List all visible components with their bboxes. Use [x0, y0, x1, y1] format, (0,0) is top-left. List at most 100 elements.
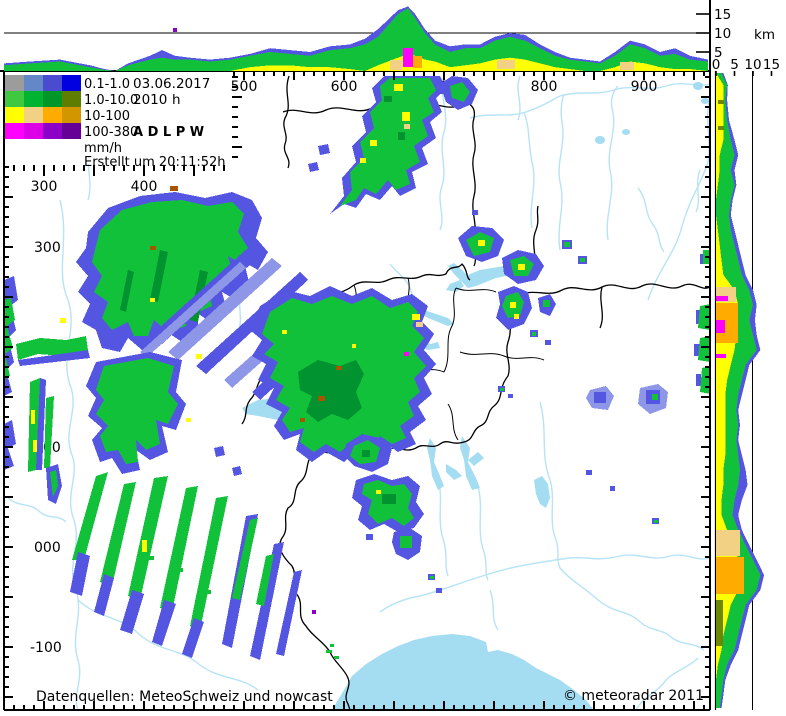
echo-shape: [362, 450, 370, 457]
map-base: [7, 75, 711, 711]
top-cross-section: [4, 6, 708, 72]
top-profile-cell: [497, 60, 515, 69]
legend-swatch: [62, 75, 81, 91]
echo-shape: [100, 482, 136, 586]
river: [695, 169, 701, 213]
river: [523, 111, 535, 229]
echo-shape: [96, 358, 178, 464]
top-profile-cell: [403, 48, 413, 67]
echo-shape: [450, 82, 470, 102]
echo-shape: [214, 446, 242, 476]
echo-shape: [190, 496, 228, 630]
echo-shape: [404, 352, 409, 356]
ligurian-sea: [332, 634, 594, 710]
river: [477, 485, 489, 581]
right-profile-cell: [716, 354, 726, 358]
top-panel-km-label: 5: [714, 45, 723, 61]
echo-shape: [586, 390, 660, 524]
legend-date: 03.06.2017: [133, 76, 210, 92]
small-lake: [701, 98, 709, 104]
river: [489, 589, 499, 631]
echo-shape: [94, 574, 114, 616]
legend-swatch: [43, 91, 62, 107]
echo-shape: [18, 350, 90, 366]
river: [77, 599, 259, 691]
legend-swatch: [43, 75, 62, 91]
legend-swatch: [24, 107, 43, 123]
echo-shape: [376, 490, 381, 494]
x-axis-label: 800: [531, 79, 558, 95]
legend-time: 2010: [133, 92, 167, 108]
river: [606, 85, 619, 241]
echo-shape: [120, 250, 208, 322]
echo-shape: [256, 554, 274, 606]
lake-lugano: [446, 464, 462, 480]
canton-border: [443, 287, 457, 373]
legend: 0.1-1.0 1.0-10.0 10-100 100-380 03.06.20…: [5, 72, 232, 170]
border: [282, 102, 477, 267]
river: [647, 95, 711, 301]
river: [637, 187, 665, 253]
legend-radar-sites: A D L P W: [133, 125, 204, 140]
lake-garda: [534, 476, 550, 508]
echo-shape: [384, 96, 405, 140]
top-profile-cell: [620, 62, 634, 70]
x-axis-label: 600: [331, 79, 358, 95]
lake-como: [460, 436, 484, 490]
echo-shape: [152, 600, 176, 646]
small-lake: [693, 82, 703, 90]
legend-range-1: 0.1-1.0: [84, 77, 130, 92]
legend-swatch: [24, 75, 43, 91]
legend-swatch: [62, 107, 81, 123]
right-profile-cell: [718, 126, 724, 130]
echo-shape: [70, 552, 90, 596]
echo-shape: [698, 250, 710, 394]
right-panel-km-label: 5: [730, 57, 739, 73]
radar-echoes: [4, 76, 710, 660]
rulers: [4, 71, 710, 710]
x-axis-label: 300: [31, 179, 58, 195]
top-profile-cell: [390, 60, 402, 70]
legend-time-unit: h: [172, 92, 181, 108]
right-panel-km-label: 15: [763, 57, 780, 73]
canton-border: [447, 403, 459, 441]
right-profile-cell: [718, 100, 724, 104]
echo-shape: [50, 470, 58, 497]
river: [558, 93, 565, 251]
echo-shape: [510, 302, 519, 319]
legend-swatch: [62, 91, 81, 107]
border: [283, 75, 290, 169]
echo-shape: [400, 536, 434, 579]
right-profile-cell: [716, 600, 723, 646]
legend-range-3: 10-100: [84, 109, 130, 124]
lake-maggiore: [427, 438, 444, 490]
echo-shape: [478, 240, 485, 246]
echo-shape: [416, 322, 423, 327]
echo-shape: [168, 258, 282, 360]
echo-shape: [36, 378, 46, 470]
small-lake: [595, 136, 605, 144]
echo-shape: [128, 476, 168, 600]
echo-shape: [182, 618, 204, 658]
river: [7, 497, 67, 523]
echo-shape: [382, 494, 396, 504]
legend-swatch: [24, 91, 43, 107]
echo-shape: [360, 84, 410, 163]
echo-shape: [404, 124, 410, 129]
top-profile-cell: [413, 56, 422, 68]
echo-shape: [308, 144, 330, 172]
x-axis-label: 500: [231, 79, 258, 95]
river: [539, 401, 705, 651]
river: [379, 554, 711, 613]
right-profile-cell: [716, 530, 740, 556]
y-axis-label: -100: [30, 640, 62, 656]
echo-shape: [4, 298, 15, 380]
x-axis-label: 400: [131, 179, 158, 195]
river: [437, 477, 449, 577]
legend-unit: mm/h: [84, 141, 122, 156]
border: [599, 286, 603, 329]
y-axis-label: 300: [34, 240, 61, 256]
right-panel-km-label: 10: [744, 57, 761, 73]
legend-range-2: 1.0-10.0: [84, 93, 138, 108]
